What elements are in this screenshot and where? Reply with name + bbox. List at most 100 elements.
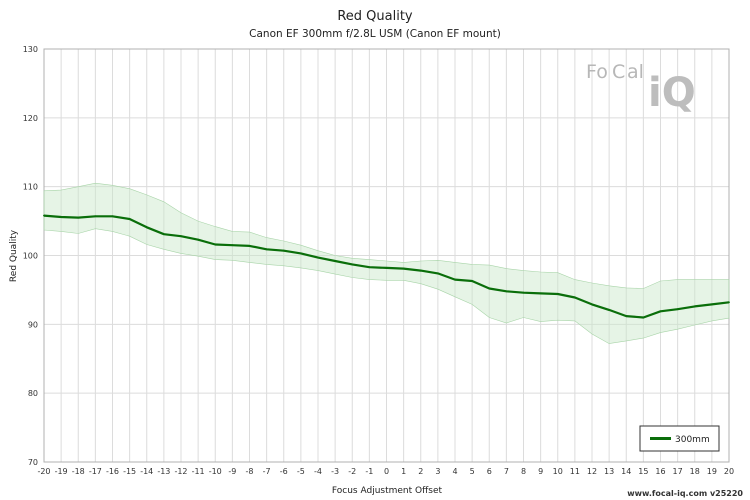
y-tick-label: 130 (23, 45, 38, 54)
x-tick-label: 9 (538, 467, 543, 476)
axis-ticks: -20 -19 -18 -17 -16 -15 -14 -13 -12 -11 -10 -9 -8 -7-… (23, 45, 734, 476)
grid (43, 48, 730, 463)
x-tick-label: -7 (263, 467, 271, 476)
data-point (728, 301, 730, 304)
x-tick-label: 18 (690, 467, 700, 476)
data-point (368, 266, 371, 269)
x-tick-label: -18 (72, 467, 85, 476)
x-tick-label: -14 (140, 467, 153, 476)
data-point (454, 278, 456, 281)
x-tick-label: -9 (228, 467, 236, 476)
legend: 300mm (639, 425, 720, 452)
x-tick-label: 0 (384, 467, 389, 476)
data-point (710, 303, 713, 306)
data-point (145, 226, 148, 229)
x-tick-label: 7 (504, 467, 509, 476)
data-point (471, 280, 474, 282)
data-point (231, 244, 234, 247)
x-tick-label: 12 (587, 467, 597, 476)
logo-text-c: C (612, 61, 625, 83)
data-point (693, 305, 696, 308)
data-point (60, 216, 63, 218)
x-tick-label: 20 (724, 467, 734, 476)
chart-title: Red Quality (337, 9, 413, 24)
x-tick-label: 6 (487, 467, 492, 476)
data-point (265, 248, 268, 251)
x-tick-label: 11 (570, 467, 580, 476)
data-point (299, 252, 302, 255)
data-point (488, 287, 491, 290)
x-tick-label: -10 (209, 467, 222, 476)
x-tick-label: 8 (521, 467, 526, 476)
data-point (436, 272, 439, 275)
x-tick-label: 1 (401, 467, 406, 476)
data-point (385, 266, 388, 269)
series-300mm (43, 214, 730, 319)
y-tick-label: 120 (23, 114, 38, 123)
x-tick-label: 2 (418, 467, 423, 476)
y-axis-title: Red Quality (9, 229, 19, 282)
data-point (539, 292, 542, 295)
x-tick-label: -1 (365, 467, 373, 476)
x-tick-label: 16 (655, 467, 665, 476)
footer-credit: www.focal-iq.com v25220 (627, 489, 743, 498)
x-tick-label: -8 (246, 467, 254, 476)
data-point (128, 218, 131, 220)
x-tick-label: -19 (55, 467, 68, 476)
y-tick-label: 110 (23, 183, 38, 192)
x-tick-label: 13 (604, 467, 614, 476)
focal-iq-logo: Fo C al iQ (586, 61, 696, 116)
x-tick-label: -15 (123, 467, 136, 476)
x-tick-label: 5 (470, 467, 475, 476)
data-point (676, 308, 679, 311)
data-point (591, 303, 593, 306)
x-tick-label: 10 (553, 467, 563, 476)
data-point (505, 290, 508, 293)
data-point (351, 263, 354, 266)
data-point (197, 238, 200, 241)
legend-label: 300mm (675, 435, 710, 445)
data-point (43, 214, 45, 217)
y-tick-label: 70 (28, 458, 38, 467)
data-point (659, 310, 662, 313)
data-point (317, 256, 319, 259)
x-tick-label: -3 (331, 467, 339, 476)
x-tick-label: -4 (314, 467, 322, 476)
x-tick-label: 4 (452, 467, 457, 476)
data-point (334, 260, 337, 262)
data-point (282, 249, 285, 252)
data-point (402, 267, 405, 270)
data-point (214, 243, 217, 246)
y-tick-label: 100 (23, 252, 38, 261)
y-tick-label: 80 (28, 389, 38, 398)
x-tick-label: 14 (621, 467, 631, 476)
data-point (162, 233, 165, 236)
x-tick-label: -5 (297, 467, 305, 476)
x-tick-label: -17 (89, 467, 102, 476)
data-point (248, 244, 251, 247)
x-tick-label: -13 (157, 467, 170, 476)
x-tick-label: -12 (174, 467, 187, 476)
data-point (180, 235, 182, 238)
data-point (94, 215, 97, 218)
logo-text-fo: Fo (586, 61, 608, 83)
x-tick-label: 19 (707, 467, 717, 476)
x-tick-label: 15 (638, 467, 648, 476)
data-point (556, 293, 559, 295)
y-tick-label: 90 (28, 320, 38, 329)
plot-border (43, 48, 730, 463)
x-tick-label: -2 (348, 467, 356, 476)
data-point (608, 308, 611, 311)
chart-subtitle: Canon EF 300mm f/2.8L USM (Canon EF moun… (249, 28, 501, 40)
confidence-band (43, 182, 730, 344)
logo-text-al: al (627, 61, 644, 83)
x-tick-label: -6 (280, 467, 288, 476)
data-point (77, 216, 80, 219)
x-tick-label: 3 (435, 467, 440, 476)
x-tick-label: -20 (37, 467, 50, 476)
data-point (522, 291, 525, 294)
x-axis-title: Focus Adjustment Offset (332, 486, 443, 496)
x-tick-label: -16 (106, 467, 119, 476)
data-point (625, 315, 628, 317)
